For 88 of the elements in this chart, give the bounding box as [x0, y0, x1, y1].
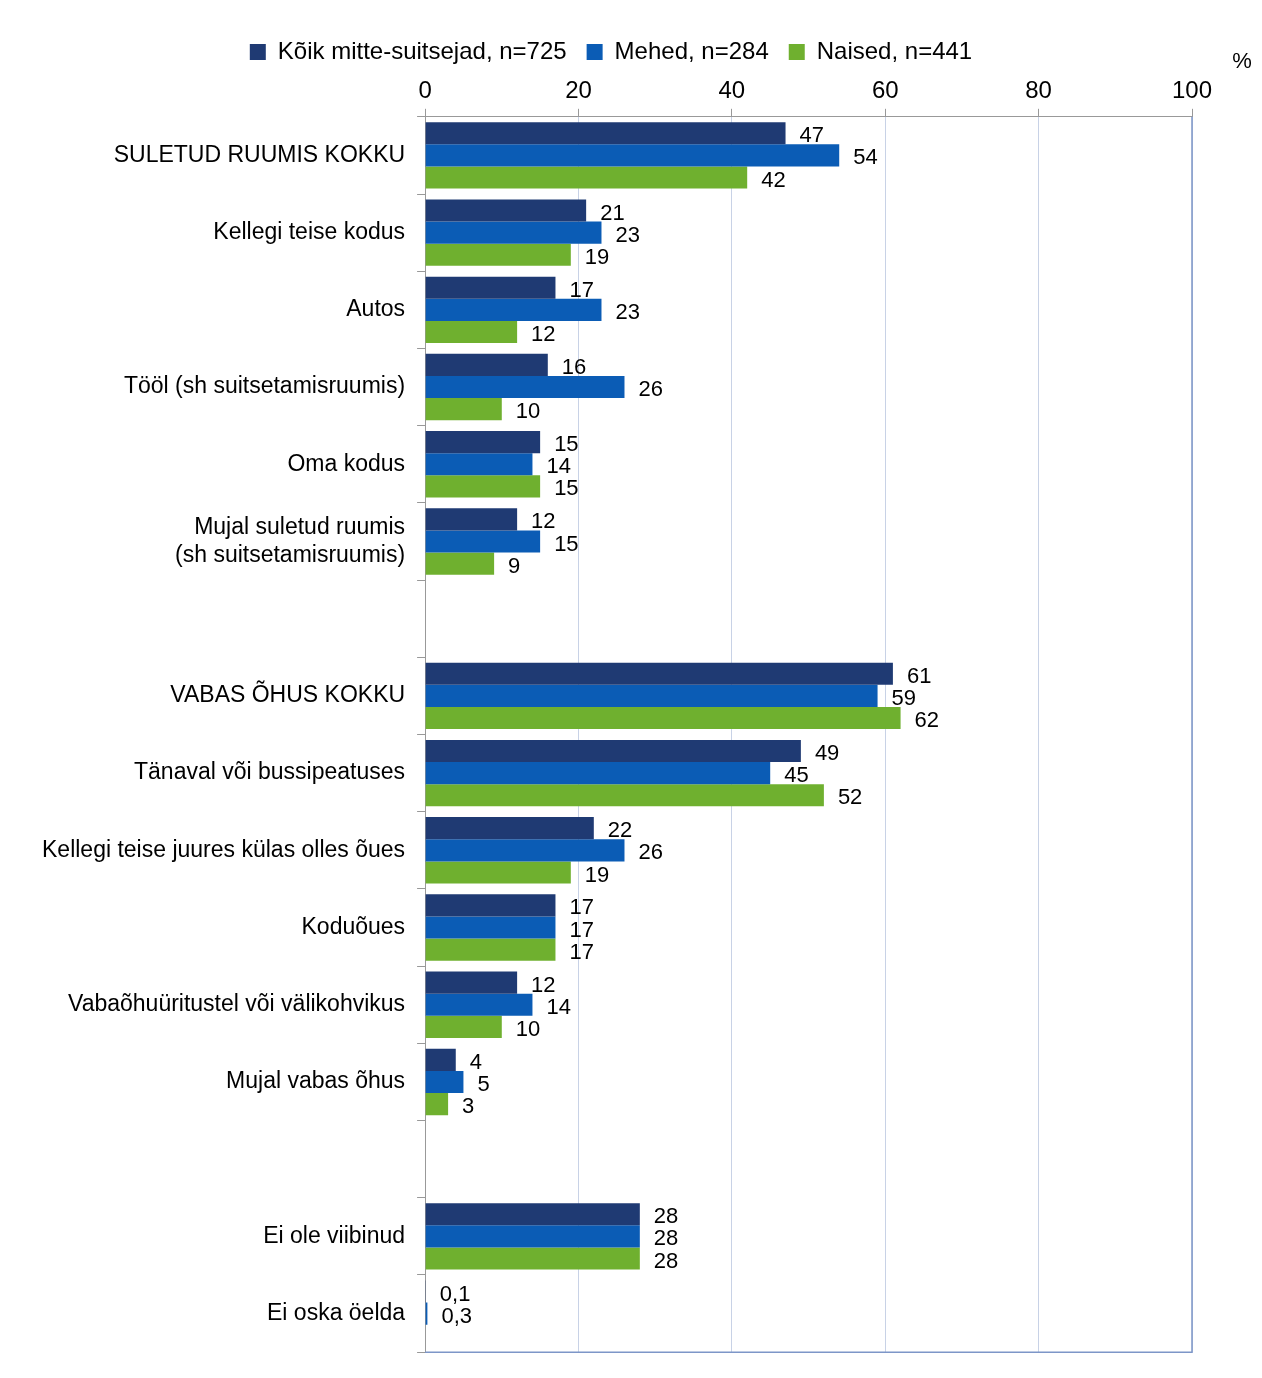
- x-tick-label: 20: [565, 76, 592, 104]
- data-label: 9: [508, 552, 521, 578]
- bar: [425, 398, 502, 421]
- y-tick-label: VABAS ÕHUS KOKKU: [170, 680, 406, 708]
- bar: [425, 166, 748, 189]
- data-label: 3: [462, 1093, 475, 1119]
- bar: [425, 916, 556, 939]
- bar: [425, 221, 602, 244]
- legend-label: Kõik mitte-suitsejad, n=725: [277, 36, 567, 64]
- y-tick-label: Autos: [346, 295, 406, 322]
- legend-label: Mehed, n=284: [614, 36, 769, 64]
- data-label: 12: [531, 508, 556, 534]
- bar: [425, 662, 893, 685]
- x-tick-label: 60: [871, 76, 899, 104]
- bar: [425, 144, 840, 167]
- data-label: 23: [615, 298, 640, 324]
- data-label: 42: [761, 166, 786, 192]
- bar: [425, 784, 824, 807]
- bar: [425, 1093, 449, 1116]
- bar: [425, 375, 625, 399]
- legend-label: Naised, n=441: [816, 36, 973, 64]
- data-label: 17: [569, 276, 594, 302]
- y-tick-label: Tööl (sh suitsetamisruumis): [123, 372, 406, 399]
- y-tick-label: Ei ole viibinud: [263, 1221, 406, 1248]
- data-label: 19: [584, 243, 610, 269]
- bar: [425, 839, 625, 862]
- data-label: 62: [914, 707, 940, 733]
- bar: [425, 508, 518, 531]
- bar: [425, 762, 771, 785]
- y-tick-label: Mujal suletud ruumis (sh suitsetamisruumis): [175, 513, 406, 567]
- y-tick-label: Koduõues: [301, 912, 406, 939]
- data-label: 49: [814, 740, 840, 766]
- data-label: 15: [554, 530, 579, 556]
- bar: [425, 894, 556, 917]
- bar: [425, 298, 602, 321]
- bar: [425, 1048, 456, 1071]
- bar: [425, 243, 571, 266]
- y-tick-label: SULETUD RUUMIS KOKKU: [113, 140, 406, 167]
- data-label: 22: [607, 817, 633, 843]
- data-label: 10: [515, 1015, 541, 1041]
- data-label: 10: [515, 398, 541, 424]
- bar: [425, 122, 786, 145]
- y-tick-label: Kellegi teise kodus: [213, 217, 406, 244]
- x-tick-label: 0: [418, 76, 432, 104]
- x-tick-label: 80: [1025, 76, 1052, 104]
- y-tick-label: Tänaval või bussipeatuses: [134, 758, 406, 785]
- bar: [425, 431, 541, 454]
- x-tick-label: 40: [718, 76, 746, 104]
- bar: [425, 276, 556, 299]
- y-tick-label: Ei oska öelda: [267, 1298, 406, 1325]
- data-label: 26: [638, 376, 663, 402]
- data-label: 45: [784, 762, 809, 788]
- bar: [425, 320, 518, 344]
- y-tick-label: Mujal vabas õhus: [226, 1067, 406, 1094]
- y-tick-label: Oma kodus: [287, 449, 406, 476]
- bar: [425, 1247, 640, 1270]
- bar: [425, 706, 901, 730]
- bar: [425, 971, 518, 994]
- data-label: 12: [531, 321, 556, 347]
- bar: [425, 817, 594, 840]
- bar: [425, 353, 548, 376]
- x-axis-title: %: [1232, 48, 1252, 74]
- bar: [425, 530, 541, 553]
- data-label: 0,1: [439, 1280, 471, 1306]
- bar: [425, 1015, 502, 1038]
- data-label: 4: [469, 1048, 483, 1074]
- data-label: 5: [477, 1071, 490, 1097]
- data-label: 47: [799, 122, 825, 148]
- bar: [425, 684, 878, 707]
- bar: [425, 993, 533, 1016]
- y-tick-label: Vabaõhuüritustel või välikohvikus: [68, 990, 406, 1017]
- bar: [425, 552, 495, 575]
- bar: [425, 475, 541, 498]
- x-tick-label: 100: [1171, 76, 1213, 104]
- bar: [425, 1225, 640, 1248]
- data-label: 52: [837, 784, 863, 810]
- data-label: 19: [584, 861, 610, 887]
- bar: [425, 739, 801, 763]
- y-tick-label: Kellegi teise juures külas olles õues: [42, 835, 406, 862]
- bar: [425, 453, 533, 476]
- bar: [425, 199, 587, 222]
- bar: [425, 1070, 464, 1094]
- data-label: 26: [638, 839, 663, 865]
- bar: [425, 938, 556, 961]
- data-label: 16: [561, 353, 587, 379]
- bar: [425, 1203, 640, 1226]
- data-label: 54: [853, 144, 878, 170]
- bar: [425, 861, 571, 884]
